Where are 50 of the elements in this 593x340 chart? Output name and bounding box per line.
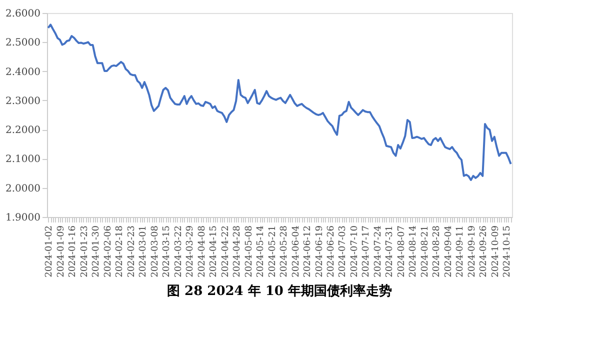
- x-tick-label: 2024-10-15: [502, 225, 513, 278]
- x-tick-label: 2024-03-29: [186, 225, 196, 278]
- x-tick-label: 2024-07-03: [338, 225, 348, 278]
- x-tick-label: 2024-07-17: [362, 225, 372, 278]
- x-tick-label: 2024-03-22: [174, 226, 184, 278]
- x-tick-label: 2024-04-08: [197, 225, 208, 278]
- x-tick-label: 2024-09-26: [479, 225, 490, 278]
- y-tick-label: 2.3000: [6, 96, 40, 107]
- text: 图 28 2024 年 10 年期国债利率走势: [167, 282, 392, 299]
- x-tick-label: 2024-04-15: [209, 225, 220, 278]
- x-tick-label: 2024-02-18: [115, 225, 126, 278]
- y-tick-label: 2.2000: [6, 125, 40, 136]
- x-tick-label: 2024-08-07: [396, 225, 407, 278]
- x-tick-label: 2024-08-14: [408, 225, 419, 278]
- x-tick-label: 2024-05-08: [244, 225, 254, 278]
- x-tick-label: 2024-04-22: [220, 226, 231, 278]
- x-tick-label: 2024-07-10: [350, 225, 360, 278]
- y-tick-label: 2.0000: [6, 183, 40, 194]
- y-tick-label: 2.6000: [6, 8, 40, 20]
- x-tick-label: 2024-06-19: [314, 225, 325, 278]
- x-tick-label: 2024-08-21: [420, 226, 430, 278]
- x-tick-label: 2024-01-30: [92, 225, 102, 278]
- x-tick-label: 2024-05-14: [256, 225, 266, 278]
- x-tick-label: 2024-07-31: [385, 226, 396, 278]
- y-tick-label: 2.1000: [6, 154, 40, 166]
- x-tick-label: 2024-10-09: [490, 225, 501, 278]
- x-tick-label: 2024-09-19: [467, 225, 478, 278]
- x-tick-label: 2024-02-23: [126, 225, 137, 278]
- x-tick-label: 2024-03-01: [138, 226, 149, 278]
- x-tick-label: 2024-01-09: [56, 225, 66, 278]
- x-tick-label: 2024-07-24: [373, 225, 384, 278]
- x-tick-label: 2024-04-28: [232, 225, 243, 278]
- line-series: [47, 24, 512, 181]
- x-tick-label: 2024-06-04: [291, 225, 302, 278]
- x-tick-label: 2024-02-06: [103, 225, 114, 278]
- x-tick-label: 2024-06-12: [303, 226, 314, 278]
- x-tick-label: 2024-05-28: [280, 225, 290, 278]
- y-tick-label: 1.9000: [6, 212, 40, 224]
- x-tick-label: 2024-01-02: [44, 226, 55, 278]
- x-tick-label: 2024-01-23: [80, 225, 90, 278]
- y-tick-label: 2.4000: [6, 66, 40, 78]
- x-tick-label: 2024-09-04: [444, 225, 454, 278]
- x-tick-label: 2024-05-21: [268, 226, 278, 278]
- x-tick-label: 2024-08-28: [432, 225, 442, 278]
- x-tick-label: 2024-06-26: [326, 225, 336, 278]
- x-tick-label: 2024-03-15: [162, 225, 172, 278]
- x-tick-label: 2024-03-08: [150, 225, 160, 278]
- x-tick-label: 2024-01-16: [68, 225, 78, 278]
- x-tick-label: 2024-09-11: [456, 226, 466, 278]
- y-tick-label: 2.5000: [6, 38, 40, 49]
